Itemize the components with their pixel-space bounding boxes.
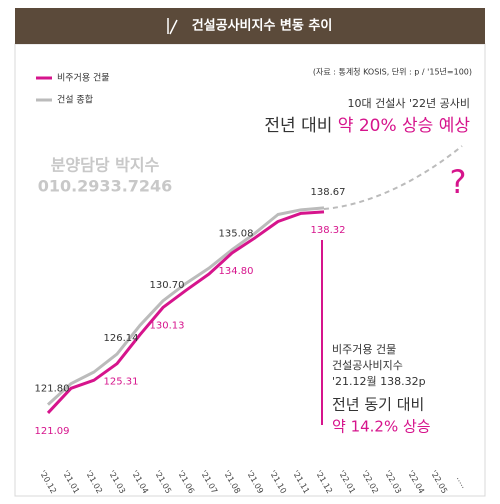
value-label: 138.67 (311, 187, 346, 198)
note-text: 건설공사비지수 (332, 359, 403, 372)
frame (14, 43, 486, 497)
forecast-headline-a: 전년 대비 (264, 116, 332, 136)
forecast-headline-b: 약 20% 상승 예상 (338, 116, 471, 136)
value-label: 134.80 (219, 266, 254, 277)
header-icon (167, 18, 178, 35)
value-label: 130.13 (150, 320, 185, 331)
forecast-curve (323, 145, 463, 210)
legend-label: 비주거용 건물 (57, 73, 110, 84)
value-label: 126.14 (104, 333, 139, 344)
value-label: 138.32 (311, 225, 346, 236)
watermark: 010.2933.7246 (38, 177, 173, 196)
note-headline: 전년 동기 대비 (332, 396, 424, 414)
series-line (46, 210, 325, 414)
header-bar (15, 8, 485, 44)
note-text: '21.12월 138.32p (332, 375, 426, 388)
value-label: 135.08 (219, 229, 254, 240)
value-label: 125.31 (104, 377, 139, 388)
series-line (46, 206, 325, 406)
forecast-headline: 전년 대비 약 20% 상승 예상 (264, 116, 470, 136)
legend-label: 건설 종합 (57, 95, 93, 106)
value-label: 121.80 (35, 384, 70, 395)
chart-title: 건설공사비지수 변동 추이 (192, 18, 333, 34)
value-label: 121.09 (35, 426, 70, 437)
question-mark: ? (450, 163, 467, 201)
forecast-text: 10대 건설사 '22년 공사비 (348, 97, 470, 110)
watermark: 분양담당 박지수 (51, 156, 160, 175)
note-text: 비주거용 건물 (332, 343, 396, 356)
value-label: 130.70 (150, 280, 185, 291)
note-headline: 약 14.2% 상승 (332, 418, 431, 436)
source-note: (자료 : 통계청 KOSIS, 단위 : p / '15년=100) (313, 67, 472, 77)
